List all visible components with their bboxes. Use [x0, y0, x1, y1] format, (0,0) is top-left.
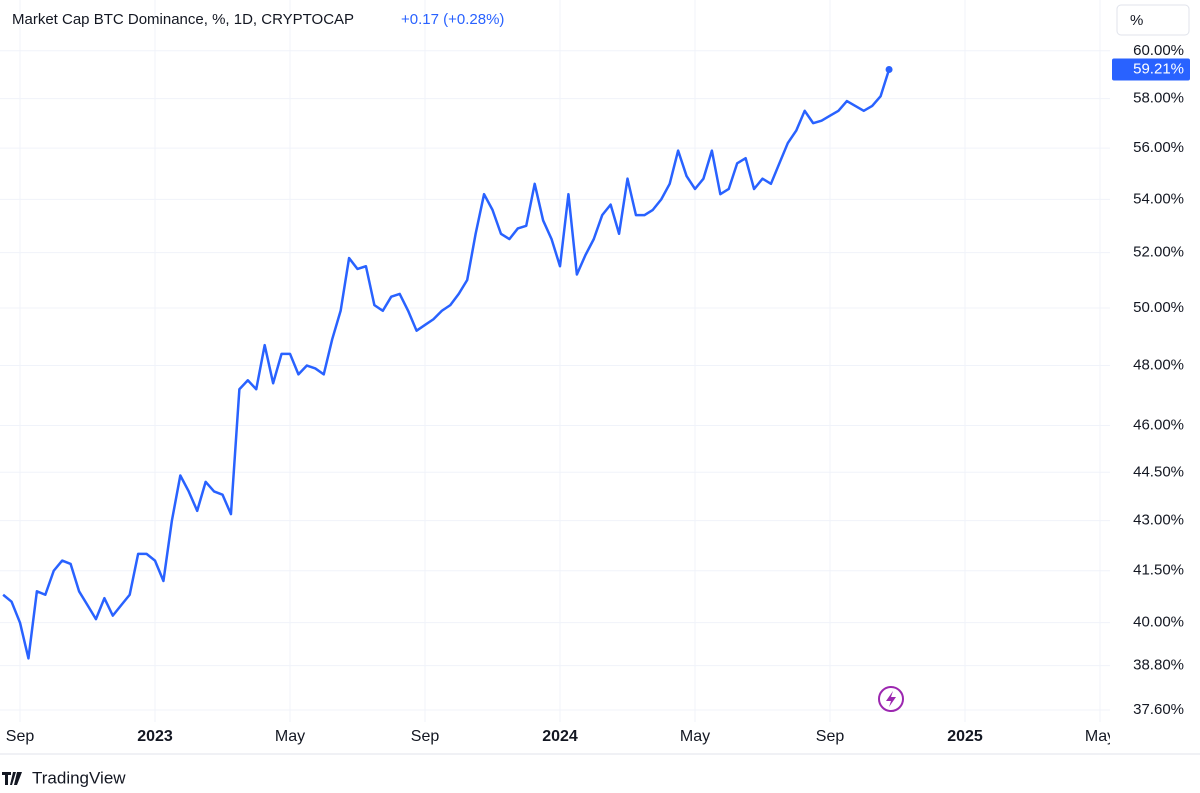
- x-tick-label: Sep: [411, 728, 440, 745]
- last-point: [885, 65, 893, 73]
- x-tick-label: 2025: [947, 728, 983, 745]
- y-tick-label: 40.00%: [1133, 614, 1184, 631]
- x-tick-label: May: [680, 728, 710, 745]
- last-price-box: [1112, 58, 1190, 81]
- x-tick-label: Sep: [6, 728, 35, 745]
- grid: [0, 0, 1110, 722]
- scale-button-label[interactable]: %: [1130, 12, 1143, 29]
- change-label: +0.17 (+0.28%): [401, 11, 504, 28]
- axes: 37.60% 38.80% 40.00% 41.50% 43.00% 44.50% 46.0…: [1112, 42, 1190, 718]
- line: [2, 69, 891, 660]
- y-tick-label: 56.00%: [1133, 139, 1184, 156]
- y-tick-label: 41.50%: [1133, 562, 1184, 579]
- x-tick-label: May: [275, 728, 305, 745]
- y-tick-label: 37.60%: [1133, 701, 1184, 718]
- x-tick-label: 2023: [137, 728, 173, 745]
- y-tick-label: 48.00%: [1133, 356, 1184, 373]
- y-tick-label: 46.00%: [1133, 417, 1184, 434]
- lightning-icon[interactable]: [878, 686, 904, 712]
- x-tick-label: May: [1085, 728, 1115, 745]
- brand: TradingView: [32, 768, 126, 787]
- y-tick-label: 54.00%: [1133, 190, 1184, 207]
- y-tick-label: 60.00%: [1133, 42, 1184, 59]
- y-tick-label: 52.00%: [1133, 244, 1184, 261]
- last-price-label: 59.21%: [1133, 60, 1184, 77]
- chart-title: Market Cap BTC Dominance, %, 1D, CRYPTOC…: [12, 11, 354, 28]
- plot-area: Sep 2023 May Sep 2024 May Sep 2025 May: [2, 65, 1115, 745]
- x-tick-label: Sep: [816, 728, 845, 745]
- y-tick-label: 38.80%: [1133, 657, 1184, 674]
- logo: [2, 772, 22, 785]
- y-tick-label: 50.00%: [1133, 299, 1184, 316]
- scale-button[interactable]: [1116, 4, 1190, 36]
- y-tick-label: 44.50%: [1133, 463, 1184, 480]
- y-tick-label: 58.00%: [1133, 90, 1184, 107]
- y-tick-label: 43.00%: [1133, 512, 1184, 529]
- x-tick-label: 2024: [542, 728, 578, 745]
